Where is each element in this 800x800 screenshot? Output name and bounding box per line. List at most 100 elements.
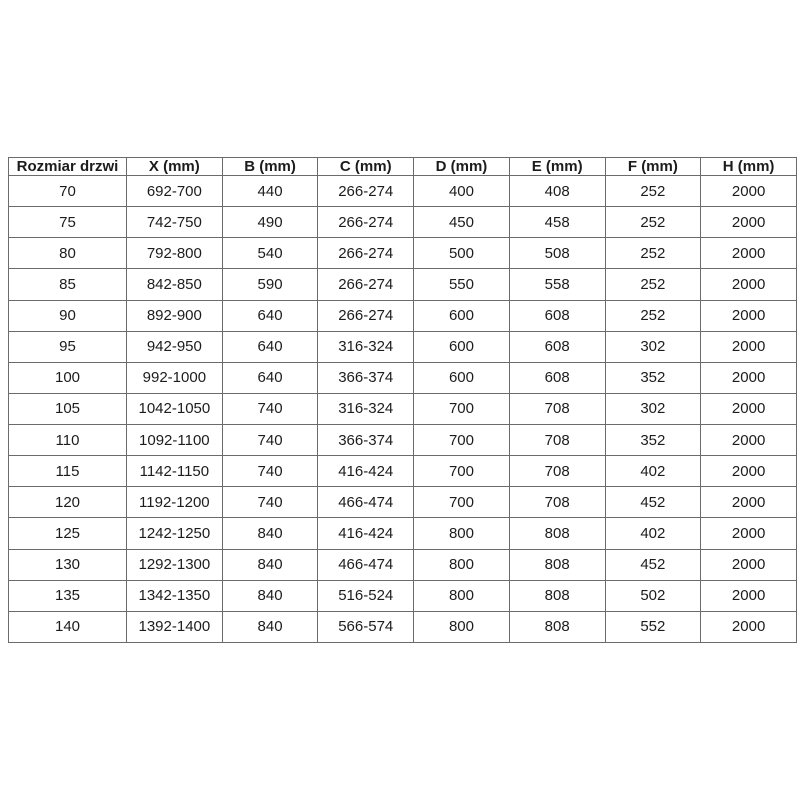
- column-header: F (mm): [604, 157, 702, 176]
- table-row: 140 1392-1400 840 566-574 800 808 552 2000: [8, 610, 797, 644]
- table-cell: 2000: [700, 174, 797, 208]
- table-cell: 266-274: [317, 299, 415, 332]
- table-cell: 540: [221, 237, 319, 270]
- table-cell: 700: [413, 455, 510, 488]
- table-cell: 416-424: [317, 517, 415, 550]
- table-cell: 892-900: [126, 299, 223, 332]
- table-cell: 600: [413, 330, 510, 363]
- column-header: C (mm): [317, 157, 415, 176]
- table-cell: 708: [508, 486, 606, 519]
- table-row: 95 942-950 640 316-324 600 608 302 2000: [8, 330, 797, 363]
- table-cell: 608: [508, 299, 606, 332]
- table-row: 130 1292-1300 840 466-474 800 808 452 2000: [8, 548, 797, 581]
- table-row: 110 1092-1100 740 366-374 700 708 352 2000: [8, 423, 797, 457]
- table-cell: 2000: [700, 237, 797, 270]
- table-cell: 708: [508, 423, 606, 457]
- table-body: 70 692-700 440 266-274 400 408 252 2000 75 742-75…: [8, 174, 797, 644]
- table-row: 105 1042-1050 740 316-324 700 708 302 2000: [8, 392, 797, 426]
- table-cell: 800: [413, 610, 510, 644]
- column-header: Rozmiar drzwi: [8, 157, 127, 176]
- table-cell: 600: [413, 361, 510, 394]
- table-cell: 700: [413, 486, 510, 519]
- table-row: 115 1142-1150 740 416-424 700 708 402 2000: [8, 455, 797, 488]
- table-cell: 808: [508, 548, 606, 581]
- table-cell: 352: [604, 361, 702, 394]
- table-cell: 840: [221, 610, 319, 644]
- table-cell: 840: [221, 579, 319, 612]
- table-cell: 70: [8, 174, 127, 208]
- table-cell: 115: [8, 455, 127, 488]
- table-cell: 266-274: [317, 174, 415, 208]
- column-header: B (mm): [221, 157, 319, 176]
- table-cell: 558: [508, 268, 606, 301]
- table-cell: 302: [604, 330, 702, 363]
- table-cell: 608: [508, 330, 606, 363]
- table-cell: 75: [8, 206, 127, 239]
- table-cell: 692-700: [126, 174, 223, 208]
- table-cell: 800: [413, 517, 510, 550]
- table-cell: 800: [413, 548, 510, 581]
- table-cell: 2000: [700, 392, 797, 426]
- table-row: 125 1242-1250 840 416-424 800 808 402 2000: [8, 517, 797, 550]
- table-cell: 742-750: [126, 206, 223, 239]
- table-cell: 352: [604, 423, 702, 457]
- table-row: 80 792-800 540 266-274 500 508 252 2000: [8, 237, 797, 270]
- table-cell: 508: [508, 237, 606, 270]
- table-cell: 252: [604, 237, 702, 270]
- table-cell: 402: [604, 517, 702, 550]
- table-cell: 80: [8, 237, 127, 270]
- table-cell: 135: [8, 579, 127, 612]
- table-cell: 640: [221, 299, 319, 332]
- table-cell: 252: [604, 299, 702, 332]
- table-cell: 2000: [700, 268, 797, 301]
- table-row: 135 1342-1350 840 516-524 800 808 502 2000: [8, 579, 797, 612]
- column-header: H (mm): [700, 157, 797, 176]
- table-cell: 2000: [700, 517, 797, 550]
- table-cell: 466-474: [317, 486, 415, 519]
- table-cell: 130: [8, 548, 127, 581]
- table-cell: 808: [508, 579, 606, 612]
- table-cell: 1142-1150: [126, 455, 223, 488]
- table-cell: 608: [508, 361, 606, 394]
- table-cell: 808: [508, 517, 606, 550]
- table-cell: 366-374: [317, 361, 415, 394]
- table-cell: 590: [221, 268, 319, 301]
- column-header: X (mm): [126, 157, 223, 176]
- table-cell: 316-324: [317, 392, 415, 426]
- table-cell: 792-800: [126, 237, 223, 270]
- table-cell: 140: [8, 610, 127, 644]
- table-cell: 416-424: [317, 455, 415, 488]
- table-cell: 402: [604, 455, 702, 488]
- table-cell: 366-374: [317, 423, 415, 457]
- column-header: E (mm): [508, 157, 606, 176]
- table-cell: 2000: [700, 361, 797, 394]
- table-cell: 252: [604, 268, 702, 301]
- table-cell: 2000: [700, 548, 797, 581]
- table-cell: 502: [604, 579, 702, 612]
- table-cell: 452: [604, 548, 702, 581]
- table-cell: 740: [221, 423, 319, 457]
- table-cell: 566-574: [317, 610, 415, 644]
- table-cell: 1192-1200: [126, 486, 223, 519]
- table-cell: 550: [413, 268, 510, 301]
- table-cell: 2000: [700, 299, 797, 332]
- table-cell: 1042-1050: [126, 392, 223, 426]
- table-cell: 450: [413, 206, 510, 239]
- table-cell: 316-324: [317, 330, 415, 363]
- table-cell: 740: [221, 486, 319, 519]
- table-row: 85 842-850 590 266-274 550 558 252 2000: [8, 268, 797, 301]
- table-cell: 100: [8, 361, 127, 394]
- table-cell: 2000: [700, 455, 797, 488]
- table-cell: 1292-1300: [126, 548, 223, 581]
- table-cell: 266-274: [317, 268, 415, 301]
- table-cell: 942-950: [126, 330, 223, 363]
- table-cell: 700: [413, 392, 510, 426]
- table-row: 70 692-700 440 266-274 400 408 252 2000: [8, 174, 797, 208]
- table-cell: 252: [604, 206, 702, 239]
- table-cell: 2000: [700, 486, 797, 519]
- table-cell: 1342-1350: [126, 579, 223, 612]
- table-cell: 1092-1100: [126, 423, 223, 457]
- table-cell: 740: [221, 392, 319, 426]
- table-cell: 400: [413, 174, 510, 208]
